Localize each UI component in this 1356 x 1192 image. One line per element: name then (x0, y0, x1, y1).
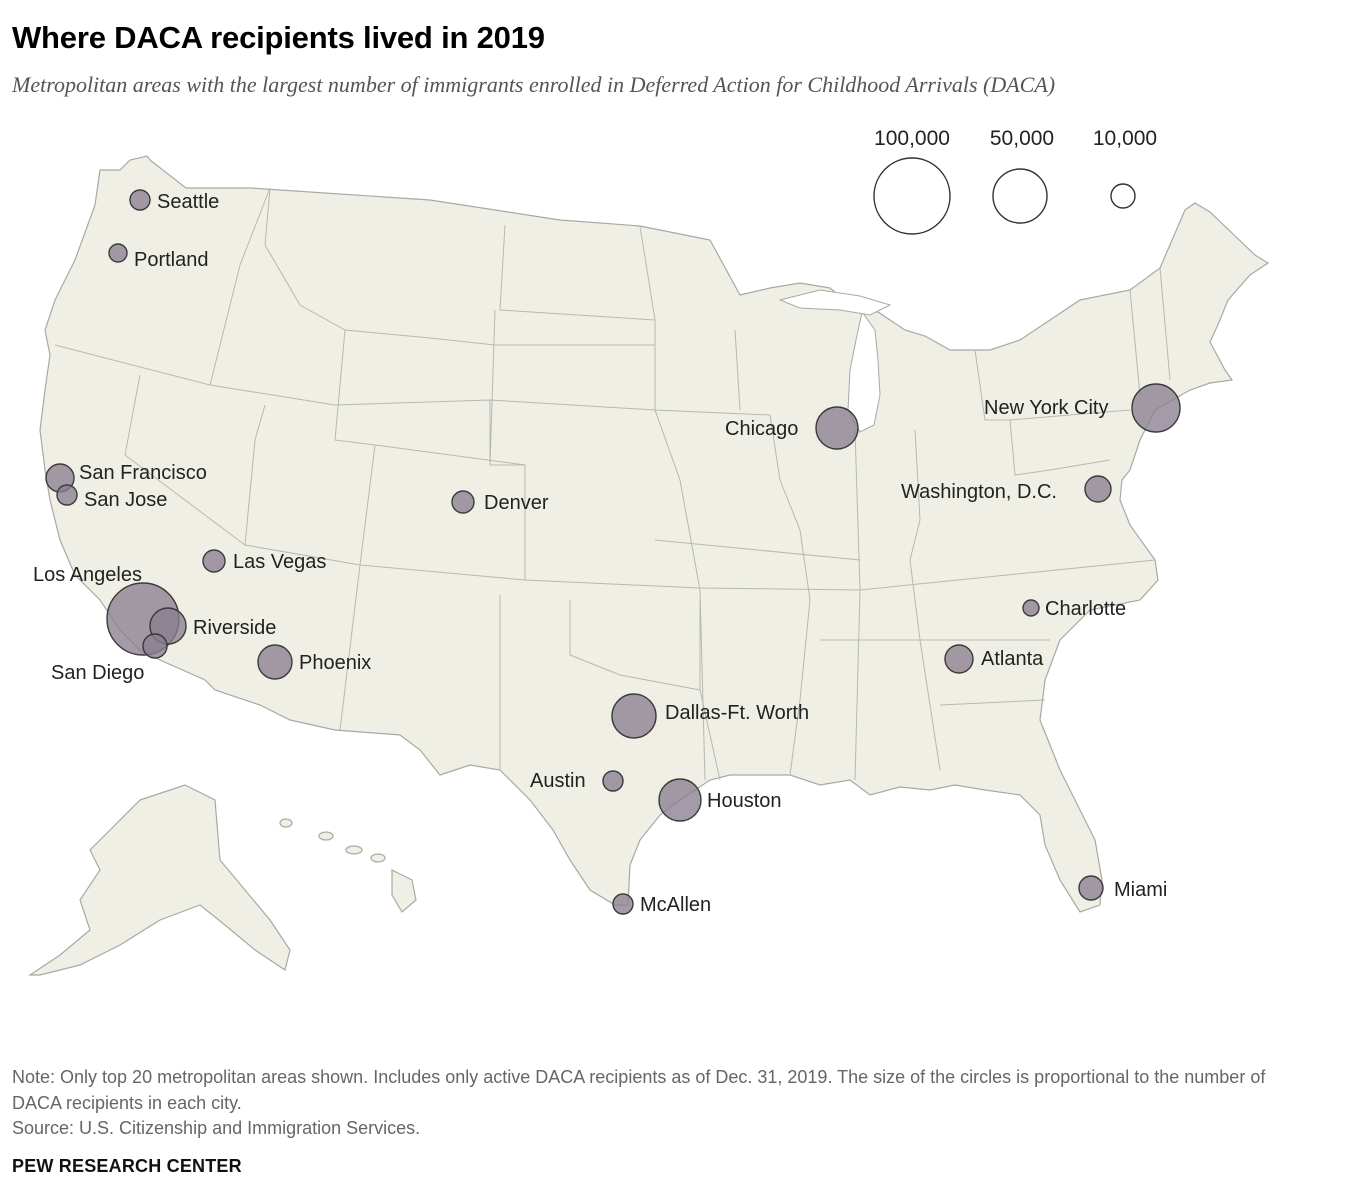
bubble-austin (602, 770, 624, 792)
bubble-portland (108, 243, 128, 263)
bubble-denver (451, 490, 475, 514)
bubble-new-york (1131, 383, 1181, 433)
city-bubbles (45, 189, 1181, 915)
city-label-seattle: Seattle (157, 191, 219, 213)
alaska (28, 784, 291, 976)
legend-label-100000: 100,000 (874, 127, 950, 150)
bubble-miami (1078, 875, 1104, 901)
chart-title: Where DACA recipients lived in 2019 (12, 20, 545, 55)
bubble-dallas (611, 693, 657, 739)
legend-label-10000: 10,000 (1093, 127, 1157, 150)
bubble-san-diego (142, 633, 168, 659)
legend-circle-10000 (1110, 183, 1136, 209)
lake-michigan (847, 310, 881, 433)
city-label-new-york: New York City (984, 397, 1109, 419)
bubble-phoenix (257, 644, 293, 680)
legend-label-50000: 50,000 (990, 127, 1054, 150)
legend: 100,000 50,000 10,000 (873, 127, 1157, 235)
bubble-mcallen (612, 893, 634, 915)
city-label-san-jose: San Jose (84, 489, 167, 511)
city-label-miami: Miami (1114, 879, 1167, 901)
chart-source: Source: U.S. Citizenship and Immigration… (12, 1118, 421, 1138)
bubble-chicago (815, 406, 859, 450)
bubble-seattle (129, 189, 151, 211)
city-label-austin: Austin (530, 770, 586, 792)
legend-circle-50000 (992, 168, 1048, 224)
state-borders (54, 187, 1171, 781)
city-label-san-francisco: San Francisco (79, 462, 207, 484)
city-labels: Seattle Portland San Francisco San Jose … (33, 191, 1167, 916)
hawaii (279, 818, 417, 913)
lake-superior (778, 289, 892, 316)
city-label-portland: Portland (134, 249, 209, 271)
bubble-atlanta (944, 644, 974, 674)
city-label-denver: Denver (484, 492, 549, 514)
bubble-charlotte (1022, 599, 1040, 617)
city-label-atlanta: Atlanta (981, 648, 1044, 670)
contiguous-us-landmass (39, 155, 1270, 913)
city-label-charlotte: Charlotte (1045, 598, 1126, 620)
city-label-washington: Washington, D.C. (901, 481, 1057, 503)
bubble-las-vegas (202, 549, 226, 573)
bubble-houston (658, 778, 702, 822)
city-label-chicago: Chicago (725, 418, 798, 440)
city-label-dallas: Dallas-Ft. Worth (665, 702, 809, 724)
city-label-los-angeles: Los Angeles (33, 564, 142, 586)
city-label-riverside: Riverside (193, 617, 276, 639)
brand-logo-text: PEW RESEARCH CENTER (12, 1156, 242, 1176)
bubble-san-jose (56, 484, 78, 506)
us-map: 100,000 50,000 10,000 Seattle Portland S… (28, 127, 1270, 976)
city-label-san-diego: San Diego (51, 662, 144, 684)
legend-circle-100000 (873, 157, 951, 235)
city-label-las-vegas: Las Vegas (233, 551, 326, 573)
chart-note: Note: Only top 20 metropolitan areas sho… (12, 1067, 1266, 1113)
city-label-phoenix: Phoenix (299, 652, 371, 674)
city-label-houston: Houston (707, 790, 782, 812)
chart-subtitle: Metropolitan areas with the largest numb… (12, 72, 1056, 97)
city-label-mcallen: McAllen (640, 894, 711, 916)
bubble-washington (1084, 475, 1112, 503)
